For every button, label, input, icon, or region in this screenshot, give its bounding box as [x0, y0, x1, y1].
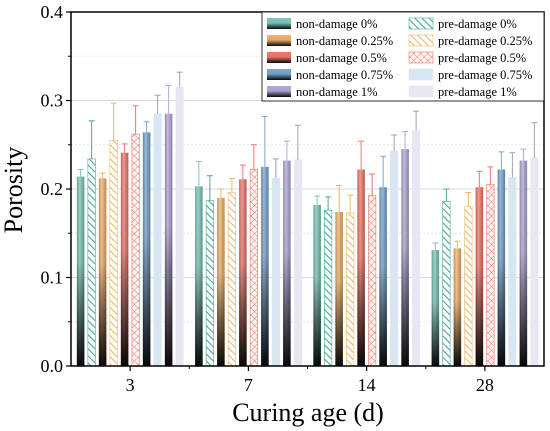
bar-gradient [217, 197, 225, 366]
y-axis-title: Porosity [0, 147, 28, 234]
bar-gradient [142, 132, 151, 366]
legend-label: non-damage 0.75% [296, 68, 393, 82]
y-tick-label: 0.1 [41, 268, 64, 288]
bar [175, 86, 184, 367]
legend-label: non-damage 0.5% [296, 51, 387, 65]
legend-label: pre-damage 0.75% [438, 68, 532, 82]
legend-label: pre-damage 0.25% [438, 34, 532, 48]
bar-gradient [475, 187, 484, 366]
bar-gradient [261, 166, 269, 366]
x-tick-label: 7 [244, 375, 253, 395]
bar-gradient [120, 152, 129, 366]
bar [205, 200, 214, 367]
legend-label: non-damage 1% [296, 85, 378, 99]
legend-swatch-gradient [267, 86, 291, 97]
bar [442, 201, 451, 367]
bar-gradient [357, 169, 365, 366]
y-tick-label: 0.3 [41, 91, 64, 111]
x-tick-label: 28 [476, 375, 494, 395]
legend-swatch [408, 51, 434, 64]
x-tick-label: 14 [358, 375, 376, 395]
bar-gradient [313, 204, 321, 366]
bar [346, 212, 355, 367]
y-tick-label: 0.4 [41, 2, 64, 22]
bar [390, 150, 399, 367]
legend-label: pre-damage 0% [438, 17, 517, 31]
legend-label: pre-damage 1% [438, 85, 517, 99]
bar-gradient [283, 160, 291, 366]
x-tick-label: 3 [126, 375, 135, 395]
legend-swatch [408, 17, 434, 30]
bar-gradient [379, 187, 387, 366]
legend-box [261, 11, 545, 102]
legend-label: non-damage 0% [296, 17, 378, 31]
bar-gradient [76, 176, 85, 366]
bar [530, 157, 539, 367]
bar [464, 206, 473, 367]
bar [486, 184, 495, 367]
y-tick-label: 0.2 [41, 179, 64, 199]
legend-label: non-damage 0.25% [296, 34, 393, 48]
bar [109, 140, 118, 367]
bar [227, 192, 236, 367]
legend-label: pre-damage 0.5% [438, 51, 526, 65]
bar [271, 178, 280, 367]
bar-gradient [98, 178, 107, 366]
bar-gradient [497, 169, 506, 366]
bar [293, 159, 302, 367]
bar [131, 133, 140, 367]
bar-gradient [239, 179, 247, 366]
bar [249, 169, 258, 367]
bar [508, 177, 517, 367]
legend-swatch [408, 68, 434, 81]
bar-gradient [453, 248, 462, 366]
x-axis-title: Curing age (d) [232, 398, 384, 427]
bar [368, 194, 377, 367]
legend-swatch [408, 85, 434, 98]
bar [412, 130, 421, 367]
bar-gradient [335, 212, 343, 366]
y-tick-label: 0.0 [41, 356, 64, 376]
bar-gradient [195, 186, 203, 366]
bar-gradient [401, 149, 409, 366]
bars-layer [76, 71, 539, 367]
legend-swatch [408, 34, 434, 47]
bar [87, 158, 96, 367]
legend-swatch-gradient [267, 18, 291, 29]
bar [324, 209, 333, 367]
legend-swatch-gradient [267, 52, 291, 63]
bar-gradient [519, 160, 528, 366]
bar [153, 113, 162, 367]
legend-swatch-gradient [267, 35, 291, 46]
bar-gradient [164, 113, 173, 367]
legend: non-damage 0% pre-damage 0% non-damage 0.2… [261, 11, 545, 102]
legend-swatch-gradient [267, 69, 291, 80]
bar-gradient [431, 250, 440, 366]
